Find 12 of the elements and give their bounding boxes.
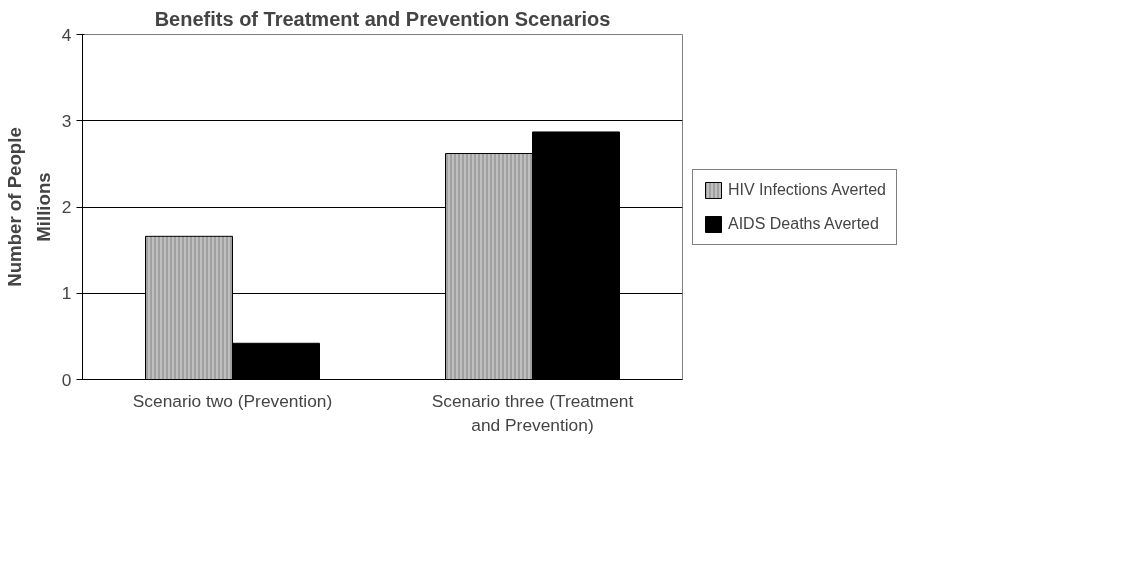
y-tick-label: 4	[61, 24, 72, 45]
x-tick-label: Scenario three (Treatment and Prevention)	[431, 390, 634, 435]
y-tick-label: 0	[61, 369, 72, 390]
legend-label: HIV Infections Averted	[728, 180, 887, 199]
y-tick-label: 1	[61, 283, 72, 304]
legend-label: AIDS Deaths Averted	[728, 214, 879, 233]
y-axis-title: Number of People	[3, 127, 25, 287]
y-tick-label: 3	[61, 110, 72, 131]
x-tick-label: Scenario two (Prevention)	[132, 390, 333, 411]
chart-title: Benefits of Treatment and Prevention Scenarios	[154, 7, 611, 30]
y-tick-label: 2	[61, 197, 72, 217]
text: Millions	[32, 172, 54, 242]
